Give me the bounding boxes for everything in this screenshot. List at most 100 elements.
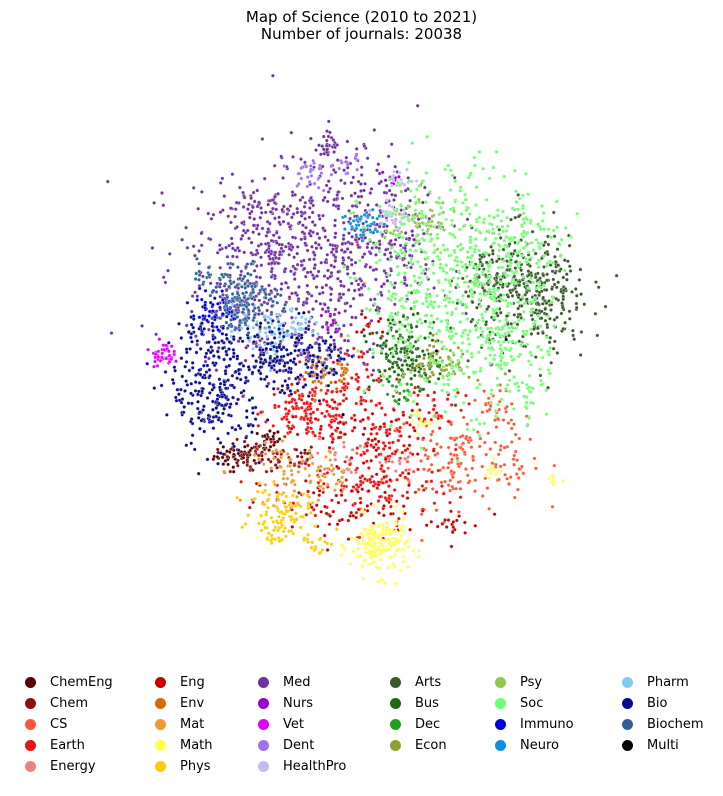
point-bio: [184, 443, 189, 448]
point-arts: [594, 280, 598, 284]
point-arts: [527, 272, 531, 277]
point-dec: [385, 377, 390, 381]
point-cs: [448, 488, 452, 493]
point-cs: [429, 432, 434, 437]
point-eng: [321, 436, 325, 441]
point-phys: [263, 525, 268, 530]
point-psy: [426, 227, 430, 232]
point-bio: [323, 339, 328, 343]
point-bio: [302, 348, 306, 353]
point-soc: [461, 401, 466, 405]
point-arts: [552, 282, 557, 287]
point-arts: [517, 283, 522, 288]
point-soc: [368, 307, 373, 312]
point-cs: [461, 441, 466, 446]
point-soc: [396, 340, 401, 345]
point-soc: [440, 360, 445, 365]
point-med: [384, 247, 388, 252]
point-med: [377, 224, 382, 229]
point-eng: [463, 520, 467, 525]
point-arts: [552, 339, 557, 344]
point-bio: [171, 381, 176, 386]
point-bio: [190, 365, 195, 370]
point-med: [218, 265, 223, 270]
point-arts: [549, 308, 553, 312]
point-bio: [308, 374, 312, 378]
point-math: [551, 474, 556, 479]
point-med: [351, 296, 356, 301]
point-pharm: [310, 330, 315, 334]
point-phys: [277, 539, 282, 543]
point-chem: [254, 442, 259, 446]
point-earth: [324, 399, 329, 404]
point-bio: [236, 448, 241, 453]
point-soc: [512, 208, 517, 212]
point-phys: [308, 510, 313, 515]
point-bio: [170, 377, 175, 382]
point-med: [325, 129, 329, 133]
point-med: [333, 223, 337, 228]
point-soc: [370, 347, 375, 352]
point-math: [369, 524, 373, 528]
point-cs: [509, 402, 514, 406]
point-arts: [554, 260, 558, 264]
point-med: [251, 230, 256, 235]
point-med: [323, 357, 328, 361]
point-med: [242, 250, 247, 255]
point-med: [338, 292, 342, 296]
series-arts: [445, 193, 619, 390]
point-bio: [293, 348, 297, 353]
point-earth: [352, 413, 357, 418]
point-earth: [456, 390, 460, 395]
point-dent: [311, 158, 316, 163]
point-soc: [522, 394, 527, 399]
point-soc: [458, 188, 463, 193]
point-cs: [471, 458, 476, 463]
point-med: [193, 290, 197, 295]
point-bio: [189, 322, 194, 327]
point-bio: [196, 389, 201, 394]
point-pharm: [257, 343, 262, 347]
point-math: [351, 549, 356, 554]
point-math: [360, 541, 365, 546]
point-med: [273, 250, 278, 255]
point-math: [356, 541, 361, 546]
point-econ: [503, 372, 508, 376]
point-soc: [469, 171, 473, 176]
point-soc: [525, 382, 529, 387]
point-soc: [528, 327, 533, 332]
point-med: [409, 265, 413, 270]
point-soc: [435, 232, 440, 237]
point-eng: [376, 482, 381, 487]
point-soc: [495, 383, 500, 388]
point-earth: [346, 381, 350, 386]
point-chem: [231, 454, 236, 459]
point-eng: [394, 418, 399, 422]
point-soc: [540, 355, 545, 360]
point-bio: [198, 426, 202, 431]
point-soc: [387, 324, 391, 328]
point-soc: [444, 318, 449, 322]
point-soc: [457, 367, 462, 372]
point-soc: [392, 347, 397, 352]
point-econ: [422, 367, 427, 372]
point-soc: [425, 134, 430, 139]
point-math: [360, 564, 365, 569]
point-med: [220, 176, 225, 181]
point-med: [321, 290, 325, 295]
point-cs: [513, 449, 518, 454]
point-med: [349, 258, 354, 262]
point-med: [303, 241, 308, 246]
point-soc: [491, 165, 496, 170]
point-earth: [302, 377, 307, 382]
point-soc: [395, 264, 400, 269]
point-bus: [398, 350, 403, 354]
point-earth: [289, 382, 294, 387]
point-soc: [396, 233, 401, 238]
point-soc: [455, 244, 460, 249]
point-energy: [397, 458, 402, 463]
point-med: [311, 250, 316, 255]
point-med: [222, 194, 227, 198]
point-vet: [167, 353, 172, 358]
point-med: [265, 219, 270, 224]
